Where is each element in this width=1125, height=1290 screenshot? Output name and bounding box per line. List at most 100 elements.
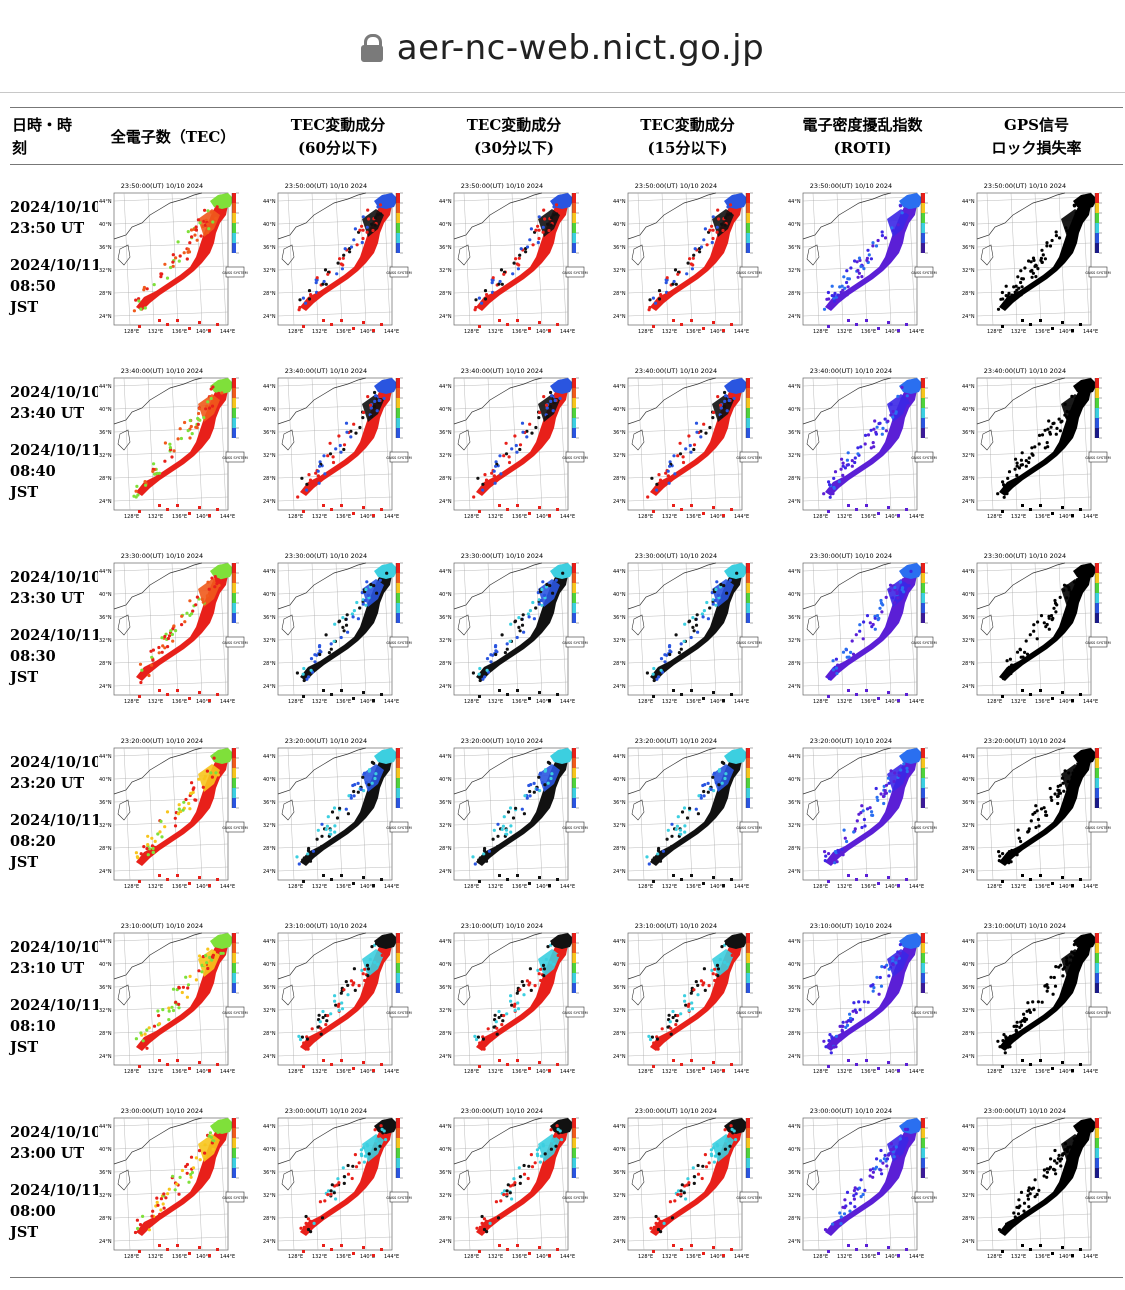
lon-label: 132°E xyxy=(148,1069,163,1075)
map-cell-tec[interactable]: 23:00:00(UT) 10/10 2024 44°N 40°N 36°N 32°N 2… xyxy=(98,1090,250,1275)
japan-hokkaido xyxy=(723,747,748,764)
map-cell-var15[interactable]: 23:30:00(UT) 10/10 2024 44°N 40°N 36°N 32°N 2… xyxy=(600,535,775,720)
map-cell-var30[interactable]: 23:20:00(UT) 10/10 2024 44°N 40°N 36°N 32°N 2… xyxy=(428,720,600,905)
lon-label: 128°E xyxy=(813,1254,828,1260)
map-cell-var60[interactable]: 23:40:00(UT) 10/10 2024 44°N 40°N 36°N 32°N 2… xyxy=(248,350,428,535)
map-cell-tec[interactable]: 23:10:00(UT) 10/10 2024 44°N 40°N 36°N 32°N 2… xyxy=(98,905,250,1090)
map-frame xyxy=(277,1117,393,1250)
map-frame xyxy=(802,192,917,325)
japan-hokkaido xyxy=(550,932,574,949)
lon-label: 128°E xyxy=(638,1069,653,1075)
lat-label: 32°N xyxy=(263,1193,276,1199)
lon-label: 140°E xyxy=(1059,329,1074,335)
lat-label: 32°N xyxy=(99,268,112,274)
lat-label: 32°N xyxy=(439,268,452,274)
lon-label: 140°E xyxy=(710,1069,725,1075)
browser-address-bar[interactable]: aer-nc-web.nict.go.jp xyxy=(0,0,1125,93)
map-cell-tec[interactable]: 23:20:00(UT) 10/10 2024 44°N 40°N 36°N 32°N 2… xyxy=(98,720,250,905)
map-cell-tec[interactable]: 23:50:00(UT) 10/10 2024 44°N 40°N 36°N 32°N 2… xyxy=(98,165,250,351)
map-cell-var15[interactable]: 23:50:00(UT) 10/10 2024 44°N 40°N 36°N 32°N 2… xyxy=(600,165,775,351)
coastline xyxy=(453,747,543,794)
map-title: 23:40:00(UT) 10/10 2024 xyxy=(809,367,891,375)
coastline xyxy=(802,1117,891,1164)
svg-text:GNSS SYSTEM: GNSS SYSTEM xyxy=(911,641,937,645)
lon-label: 132°E xyxy=(488,329,503,335)
lat-label: 24°N xyxy=(788,1054,801,1060)
map-cell-roti[interactable]: 23:20:00(UT) 10/10 2024 44°N 40°N 36°N 32°N 2… xyxy=(775,720,950,905)
svg-text:GNSS SYSTEM: GNSS SYSTEM xyxy=(386,1011,412,1015)
map-cell-var30[interactable]: 23:00:00(UT) 10/10 2024 44°N 40°N 36°N 32°N 2… xyxy=(428,1090,600,1275)
map-cell-lock[interactable]: 23:10:00(UT) 10/10 2024 44°N 40°N 36°N 32°N 2… xyxy=(950,905,1123,1090)
map-cell-roti[interactable]: 23:30:00(UT) 10/10 2024 44°N 40°N 36°N 32°N 2… xyxy=(775,535,950,720)
lat-label: 24°N xyxy=(613,684,626,690)
map-cell-lock[interactable]: 23:40:00(UT) 10/10 2024 44°N 40°N 36°N 32°N 2… xyxy=(950,350,1123,535)
map-cell-roti[interactable]: 23:10:00(UT) 10/10 2024 44°N 40°N 36°N 32°N 2… xyxy=(775,905,950,1090)
ut-time: 23:20 UT xyxy=(10,775,85,792)
table-row: 2024/10/10 23:00 UT 2024/10/11 08:00 JST 23:0… xyxy=(10,1090,1123,1275)
coastline xyxy=(976,377,1065,424)
map-title: 23:00:00(UT) 10/10 2024 xyxy=(461,1107,543,1115)
lon-label: 136°E xyxy=(172,329,187,335)
lat-label: 32°N xyxy=(613,638,626,644)
lat-label: 40°N xyxy=(962,777,975,783)
map-cell-var15[interactable]: 23:20:00(UT) 10/10 2024 44°N 40°N 36°N 32°N 2… xyxy=(600,720,775,905)
lat-label: 36°N xyxy=(962,800,975,806)
japan-hokkaido xyxy=(210,377,234,394)
map-cell-var60[interactable]: 23:10:00(UT) 10/10 2024 44°N 40°N 36°N 32°N 2… xyxy=(248,905,428,1090)
map-title: 23:40:00(UT) 10/10 2024 xyxy=(461,367,543,375)
map-cell-var15[interactable]: 23:10:00(UT) 10/10 2024 44°N 40°N 36°N 32°N 2… xyxy=(600,905,775,1090)
japan-main xyxy=(300,940,392,1051)
lat-label: 28°N xyxy=(962,661,975,667)
lat-label: 40°N xyxy=(613,962,626,968)
map-cell-var60[interactable]: 23:20:00(UT) 10/10 2024 44°N 40°N 36°N 32°N 2… xyxy=(248,720,428,905)
lat-label: 36°N xyxy=(962,1170,975,1176)
lon-label: 144°E xyxy=(734,514,749,520)
lon-label: 144°E xyxy=(220,329,235,335)
map-cell-var30[interactable]: 23:10:00(UT) 10/10 2024 44°N 40°N 36°N 32°N 2… xyxy=(428,905,600,1090)
url-text[interactable]: aer-nc-web.nict.go.jp xyxy=(396,28,765,68)
lon-label: 144°E xyxy=(560,1254,575,1260)
map-cell-lock[interactable]: 23:00:00(UT) 10/10 2024 44°N 40°N 36°N 32°N 2… xyxy=(950,1090,1123,1275)
japan-main xyxy=(300,570,392,681)
lat-label: 40°N xyxy=(439,962,452,968)
lon-label: 144°E xyxy=(384,699,399,705)
geonet-badge xyxy=(389,1191,409,1202)
lat-label: 44°N xyxy=(962,384,975,390)
map-cell-var30[interactable]: 23:30:00(UT) 10/10 2024 44°N 40°N 36°N 32°N 2… xyxy=(428,535,600,720)
map-frame xyxy=(976,377,1091,510)
map-cell-tec[interactable]: 23:30:00(UT) 10/10 2024 44°N 40°N 36°N 32°N 2… xyxy=(98,535,250,720)
svg-text:GNSS SYSTEM: GNSS SYSTEM xyxy=(386,271,412,275)
map-cell-roti[interactable]: 23:40:00(UT) 10/10 2024 44°N 40°N 36°N 32°N 2… xyxy=(775,350,950,535)
map-cell-var15[interactable]: 23:40:00(UT) 10/10 2024 44°N 40°N 36°N 32°N 2… xyxy=(600,350,775,535)
header-roti: 電子密度擾乱指数 (ROTI) xyxy=(775,107,950,165)
coastline xyxy=(113,562,203,609)
coastline xyxy=(976,747,1065,794)
map-cell-roti[interactable]: 23:50:00(UT) 10/10 2024 44°N 40°N 36°N 32°N 2… xyxy=(775,165,950,351)
coastline xyxy=(453,562,543,609)
lon-label: 136°E xyxy=(336,1254,351,1260)
lat-label: 28°N xyxy=(263,291,276,297)
map-cell-var30[interactable]: 23:50:00(UT) 10/10 2024 44°N 40°N 36°N 32°N 2… xyxy=(428,165,600,351)
map-cell-var60[interactable]: 23:00:00(UT) 10/10 2024 44°N 40°N 36°N 32°N 2… xyxy=(248,1090,428,1275)
geonet-badge xyxy=(739,636,758,647)
lon-label: 128°E xyxy=(464,1069,479,1075)
row-datetime: 2024/10/10 23:30 UT 2024/10/11 08:30 JST xyxy=(10,535,101,720)
map-cell-tec[interactable]: 23:40:00(UT) 10/10 2024 44°N 40°N 36°N 32°N 2… xyxy=(98,350,250,535)
map-title: 23:20:00(UT) 10/10 2024 xyxy=(634,737,716,745)
coastline xyxy=(976,562,1065,609)
coastline xyxy=(627,932,716,979)
map-cell-var15[interactable]: 23:00:00(UT) 10/10 2024 44°N 40°N 36°N 32°N 2… xyxy=(600,1090,775,1275)
map-cell-lock[interactable]: 23:50:00(UT) 10/10 2024 44°N 40°N 36°N 32°N 2… xyxy=(950,165,1123,351)
map-cell-var60[interactable]: 23:30:00(UT) 10/10 2024 44°N 40°N 36°N 32°N 2… xyxy=(248,535,428,720)
japan-hokkaido xyxy=(723,932,748,949)
lon-label: 144°E xyxy=(909,884,924,890)
map-cell-var60[interactable]: 23:50:00(UT) 10/10 2024 44°N 40°N 36°N 32°N 2… xyxy=(248,165,428,351)
lon-label: 128°E xyxy=(813,514,828,520)
svg-text:GNSS SYSTEM: GNSS SYSTEM xyxy=(736,1011,762,1015)
map-cell-lock[interactable]: 23:20:00(UT) 10/10 2024 44°N 40°N 36°N 32°N 2… xyxy=(950,720,1123,905)
map-cell-lock[interactable]: 23:30:00(UT) 10/10 2024 44°N 40°N 36°N 32°N 2… xyxy=(950,535,1123,720)
jst-date: 2024/10/11 xyxy=(10,442,102,459)
map-cell-roti[interactable]: 23:00:00(UT) 10/10 2024 44°N 40°N 36°N 32°N 2… xyxy=(775,1090,950,1275)
map-cell-var30[interactable]: 23:40:00(UT) 10/10 2024 44°N 40°N 36°N 32°N 2… xyxy=(428,350,600,535)
lat-label: 32°N xyxy=(263,268,276,274)
